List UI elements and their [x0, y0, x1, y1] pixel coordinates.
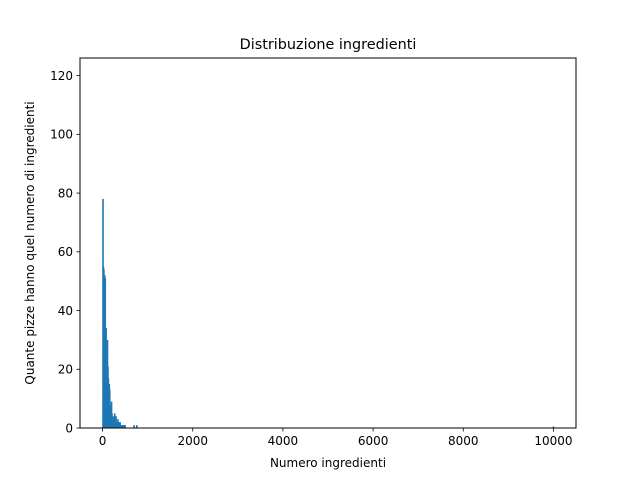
y-tick-label: 60	[58, 245, 73, 259]
bar	[117, 419, 119, 428]
y-axis-label: Quante pizze hanno quel numero di ingred…	[23, 101, 37, 384]
bar	[120, 425, 123, 428]
bar	[133, 425, 135, 428]
x-tick-label: 0	[99, 434, 107, 448]
bar	[123, 425, 125, 428]
y-ticks-group: 0 20 40 60 80 100 120	[50, 69, 80, 435]
bar	[119, 425, 122, 428]
x-tick-label: 8000	[448, 434, 479, 448]
axes-group	[79, 57, 577, 429]
bars-group	[102, 198, 555, 428]
bar	[552, 426, 555, 428]
bar	[105, 328, 107, 428]
x-tick-label: 2000	[177, 434, 208, 448]
y-tick-label: 100	[50, 128, 73, 142]
bar	[136, 425, 138, 428]
y-tick-label: 120	[50, 69, 73, 83]
x-axis-label: Numero ingredienti	[270, 456, 386, 470]
x-tick-label: 4000	[268, 434, 299, 448]
bar	[124, 425, 126, 428]
y-tick-label: 40	[58, 304, 73, 318]
y-tick-label: 20	[58, 363, 73, 377]
x-tick-label: 6000	[358, 434, 389, 448]
x-tick-label: 10000	[534, 434, 572, 448]
bar	[121, 425, 124, 428]
chart-title: Distribuzione ingredienti	[240, 37, 417, 53]
y-tick-label: 0	[65, 421, 73, 435]
y-tick-label: 80	[58, 186, 73, 200]
bar	[115, 416, 117, 428]
plot-frame	[79, 57, 577, 429]
bar	[122, 425, 125, 428]
x-ticks-group: 0 2000 4000 6000 8000 10000	[99, 428, 573, 448]
